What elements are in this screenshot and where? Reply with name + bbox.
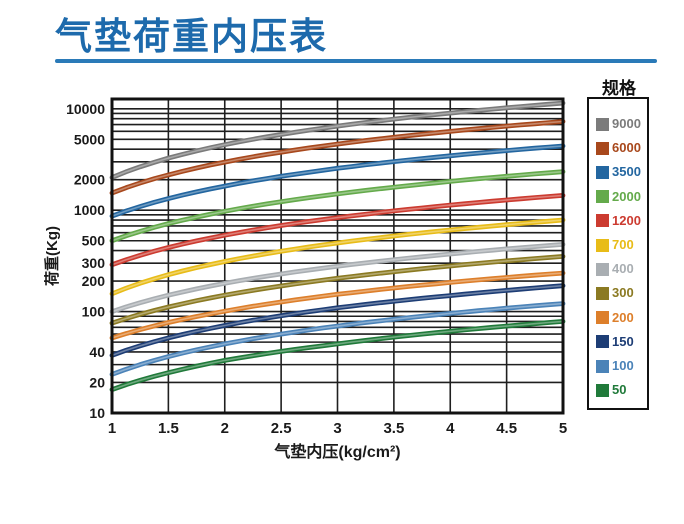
legend-label: 3500 [612, 164, 641, 180]
plot-frame [110, 97, 565, 415]
legend-item-700: 700 [596, 238, 634, 252]
legend-label: 300 [612, 285, 634, 301]
legend-swatch-icon [596, 383, 609, 397]
legend-swatch-icon [596, 117, 609, 131]
legend-item-50: 50 [596, 383, 626, 397]
legend-item-2000: 2000 [596, 188, 641, 204]
legend-swatch-icon [596, 165, 609, 179]
series-highlight-200 [111, 272, 564, 339]
series-highlight-700 [111, 219, 564, 295]
series-highlight-400 [111, 243, 564, 313]
legend-swatch-icon [596, 214, 609, 228]
legend-label: 150 [612, 333, 634, 349]
legend-label: 2000 [612, 188, 641, 204]
series-highlight-1200 [111, 194, 564, 266]
legend-label: 6000 [612, 140, 641, 156]
legend-swatch-icon [596, 141, 609, 155]
y-tick-label: 40 [89, 344, 105, 360]
x-tick-label: 2 [221, 420, 229, 437]
x-tick-label: 3.5 [383, 420, 404, 437]
legend-swatch-icon [596, 311, 609, 325]
legend-swatch-icon [596, 238, 609, 252]
legend-swatch-icon [596, 335, 609, 349]
y-tick-label: 20 [89, 374, 105, 390]
legend-swatch-icon [596, 190, 609, 204]
legend-box: 9000 6000 3500 2000 1200 700 400 300 200 150 100 50 [587, 97, 649, 410]
y-tick-label: 300 [82, 255, 106, 271]
y-tick-label: 1000 [74, 202, 105, 218]
y-tick-label: 10 [89, 405, 105, 421]
legend-item-1200: 1200 [596, 212, 641, 228]
title-underline [55, 59, 657, 63]
legend-item-400: 400 [596, 262, 634, 276]
y-tick-label: 10000 [66, 101, 105, 117]
series-highlight-300 [111, 255, 564, 324]
legend-label: 1200 [612, 212, 641, 228]
y-tick-label: 500 [82, 233, 106, 249]
x-tick-label: 5 [559, 420, 567, 437]
legend-swatch-icon [596, 359, 609, 373]
y-tick-label: 100 [82, 304, 106, 320]
series-highlight-100 [111, 302, 564, 376]
legend-item-100: 100 [596, 359, 634, 373]
legend-item-150: 150 [596, 333, 634, 349]
legend-title: 规格 [602, 79, 636, 98]
y-tick-label: 200 [82, 273, 106, 289]
y-tick-label: 2000 [74, 172, 105, 188]
x-tick-label: 1.5 [158, 420, 179, 437]
series-highlight-2000 [111, 170, 564, 242]
page-title: 气垫荷重内压表 [55, 17, 328, 58]
x-tick-label: 4 [446, 420, 455, 437]
legend-swatch-icon [596, 286, 609, 300]
x-tick-label: 4.5 [496, 420, 517, 437]
legend-swatch-icon [596, 262, 609, 276]
legend-label: 50 [612, 382, 627, 398]
legend-label: 400 [612, 261, 634, 277]
series-highlight-6000 [111, 120, 564, 194]
series-highlight-50 [111, 320, 564, 391]
legend-item-3500: 3500 [596, 165, 641, 179]
x-tick-label: 1 [108, 420, 116, 437]
x-axis-title: 气垫内压(kg/cm²) [273, 442, 400, 461]
y-tick-label: 5000 [74, 131, 105, 147]
y-axis-title: 荷重(Kg) [43, 226, 61, 286]
legend-item-200: 200 [596, 309, 634, 325]
series-highlight-150 [111, 284, 564, 357]
legend-label: 700 [612, 237, 634, 252]
legend-label: 9000 [612, 116, 641, 131]
legend-item-300: 300 [596, 286, 634, 300]
legend-item-9000: 9000 [596, 117, 641, 131]
x-tick-label: 3 [333, 420, 341, 437]
legend-item-6000: 6000 [596, 141, 641, 155]
legend-label: 100 [612, 358, 634, 373]
series-highlight-9000 [111, 102, 564, 179]
series-highlight-3500 [111, 145, 564, 217]
legend-label: 200 [612, 309, 634, 325]
x-tick-label: 2.5 [271, 420, 292, 437]
